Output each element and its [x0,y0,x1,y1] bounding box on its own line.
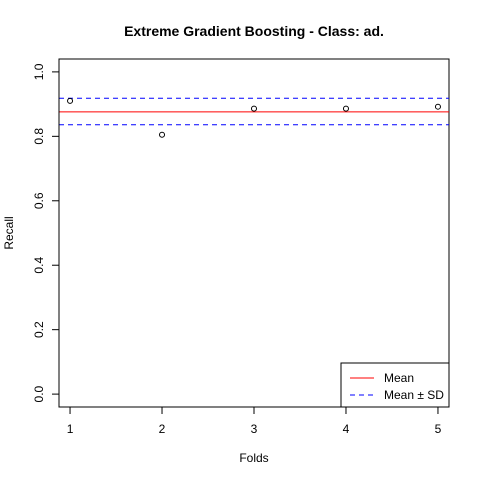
x-tick-label: 4 [343,422,350,436]
x-tick-label: 5 [435,422,442,436]
y-axis: 0.0 0.2 0.4 0.6 0.8 1.0 [32,63,60,402]
y-tick-label: 0.6 [32,192,46,209]
y-axis-label: Recall [2,216,16,249]
data-points [67,97,441,138]
legend-mean-label: Mean [384,371,414,385]
data-point [251,105,257,112]
y-tick-label: 1.0 [32,63,46,80]
data-point [67,97,74,104]
x-axis-label: Folds [239,451,268,465]
x-axis: 1 2 3 4 5 [67,406,442,436]
y-tick-label: 0.2 [32,321,46,338]
y-tick-label: 0.0 [32,385,46,402]
chart-title: Extreme Gradient Boosting - Class: ad. [124,23,384,39]
x-tick-label: 1 [67,422,74,436]
legend-box [340,362,450,408]
reference-lines [59,97,449,126]
x-tick-label: 2 [159,422,166,436]
legend: Mean Mean ± SD [340,362,450,408]
data-point [342,105,349,112]
data-point [159,131,166,138]
y-tick-label: 0.4 [32,257,46,274]
y-tick-label: 0.8 [32,128,46,145]
data-point [434,103,441,110]
legend-sd-label: Mean ± SD [384,388,444,402]
x-tick-label: 3 [251,422,258,436]
